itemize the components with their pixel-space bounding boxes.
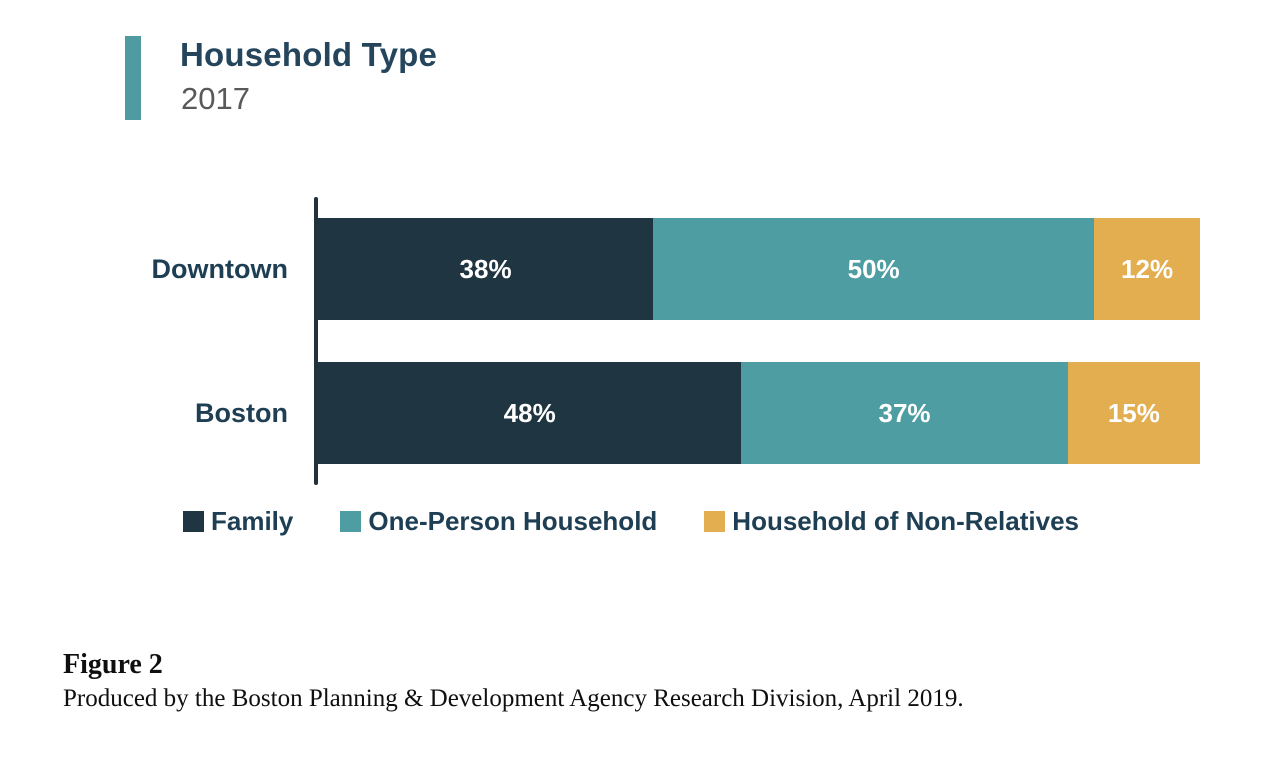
category-label: Downtown: [151, 254, 288, 284]
stacked-bar: 38% 50% 12%: [318, 218, 1200, 320]
bar-segment: 50%: [653, 218, 1095, 320]
legend-item: One-Person Household: [340, 506, 657, 537]
chart-row-downtown: Downtown 38% 50% 12%: [0, 218, 1264, 320]
caption-source-text: Produced by the Boston Planning & Develo…: [63, 685, 964, 712]
bar-segment-label: 50%: [847, 253, 900, 284]
legend-label: Family: [211, 505, 294, 536]
figure-label: Figure 2: [63, 649, 163, 680]
bar-segment-label: 15%: [1107, 397, 1160, 428]
bar-segment: 37%: [741, 362, 1068, 464]
category-label: Boston: [195, 398, 288, 428]
legend-label: One-Person Household: [368, 505, 658, 536]
legend-item: Household of Non-Relatives: [704, 506, 1079, 537]
bar-segment: 38%: [318, 218, 654, 320]
stacked-bar-chart: Downtown 38% 50% 12% Boston 48% 37% 15%: [0, 197, 1264, 485]
bar-segment-label: 48%: [503, 397, 556, 428]
figure-caption: Figure 2 Produced by the Boston Planning…: [63, 649, 964, 713]
bar-segment: 12%: [1094, 218, 1200, 320]
legend-swatch: [340, 510, 362, 532]
chart-row-boston: Boston 48% 37% 15%: [0, 362, 1264, 464]
bar-segment: 48%: [318, 362, 742, 464]
title-accent-bar: [125, 36, 141, 120]
legend-item: Family: [183, 506, 293, 537]
y-axis-line: [314, 197, 318, 485]
chart-legend: Family One-Person Household Household of N…: [183, 505, 1079, 537]
bar-segment-label: 38%: [459, 253, 512, 284]
bar-segment: 15%: [1067, 362, 1200, 464]
legend-label: Household of Non-Relatives: [732, 505, 1079, 536]
stacked-bar: 48% 37% 15%: [318, 362, 1200, 464]
bar-segment-label: 37%: [878, 397, 931, 428]
bar-segment-label: 12%: [1121, 253, 1174, 284]
legend-swatch: [704, 510, 726, 532]
chart-title: Household Type: [180, 36, 438, 73]
legend-swatch: [183, 510, 204, 532]
chart-subtitle: 2017: [181, 81, 250, 116]
